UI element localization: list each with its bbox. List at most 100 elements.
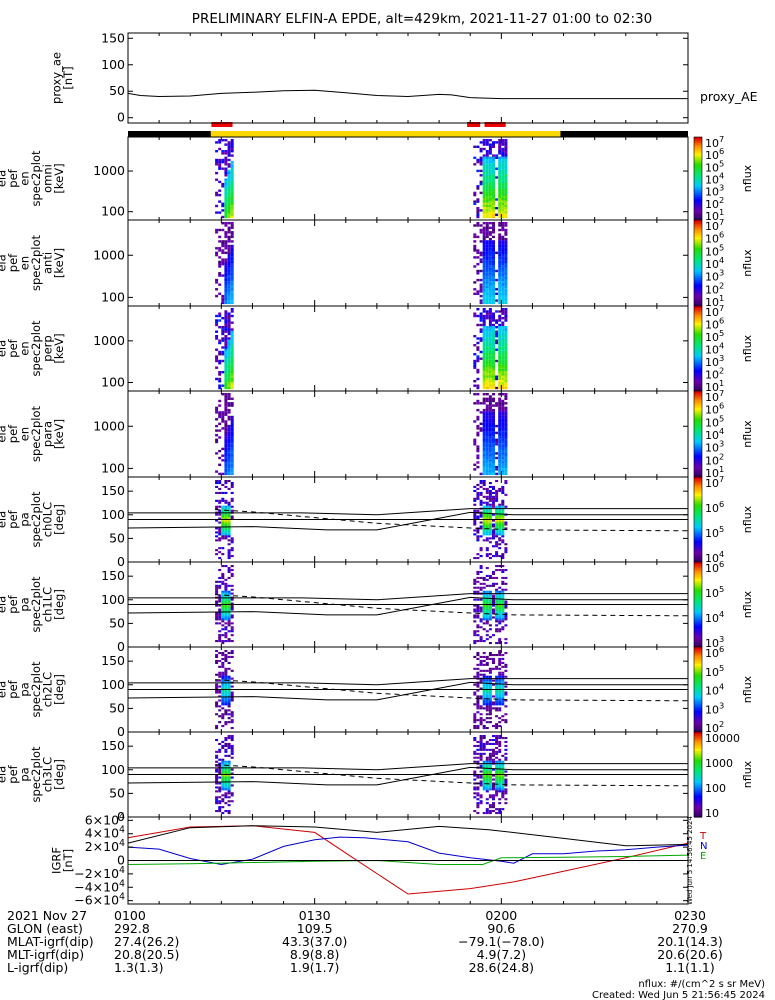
spectrogram-cell: [485, 152, 489, 155]
spectrogram-cell: [218, 422, 222, 425]
spectrogram-cell: [224, 592, 228, 595]
spectrogram-cell: [485, 661, 489, 664]
spectrogram-cell: [476, 431, 480, 435]
spectrogram-cell: [504, 576, 508, 579]
spectrogram-cell: [227, 328, 231, 331]
colorbar-cell: [694, 780, 702, 784]
spectrogram-cell: [498, 431, 502, 435]
spectrogram-cell: [492, 244, 495, 248]
spectrogram-cell: [230, 163, 234, 166]
spectrogram-cell: [492, 235, 495, 239]
spectrogram-cell: [488, 377, 492, 381]
spectrogram-cell: [215, 251, 219, 254]
spectrogram-cell: [479, 746, 483, 749]
spectrogram-cell: [218, 513, 222, 516]
spectrogram-cell: [221, 472, 225, 476]
colorbar-cell: [694, 374, 702, 377]
line-layer: [127, 89, 689, 895]
colorbar-cell: [694, 474, 702, 478]
spectrogram-cell: [218, 505, 222, 508]
spectrogram-cell: [224, 163, 228, 166]
spectrogram-cell: [227, 618, 231, 621]
spectrogram-cell: [482, 465, 486, 469]
spectrogram-cell: [221, 152, 225, 155]
spectrogram-cell: [227, 620, 231, 623]
spectrogram-cell: [498, 143, 502, 146]
spectrogram-cell: [473, 717, 477, 720]
spectrogram-cell: [504, 472, 508, 476]
spectrogram-cell: [230, 800, 234, 803]
spectrogram-cell: [492, 292, 495, 295]
spectrogram-cell: [476, 695, 480, 698]
spectrogram-cell: [498, 341, 502, 345]
spectrogram-cell: [488, 683, 492, 686]
spectrogram-cell: [501, 489, 505, 492]
spectrogram-cell: [215, 650, 219, 653]
spectrogram-cell: [482, 176, 486, 179]
spectrogram-cell: [473, 693, 477, 696]
spectrogram-cell: [224, 459, 228, 462]
spectrogram-cell: [498, 145, 502, 148]
spectrogram-cell: [501, 174, 505, 177]
spectrogram-cell: [473, 719, 477, 722]
spectrogram-cell: [501, 511, 505, 514]
spectrogram-omni: [215, 139, 508, 219]
spectrogram-cell: [476, 359, 480, 363]
colorbar-cell: [694, 421, 702, 424]
spectrogram-cell: [504, 748, 508, 751]
spectrogram-cell: [495, 519, 499, 522]
spectrogram-cell: [495, 339, 499, 342]
footer-glon: 292.8: [114, 921, 150, 936]
spectrogram-cell: [488, 495, 492, 498]
spectrogram-cell: [501, 139, 505, 142]
colorbar-omni: [693, 136, 703, 221]
spectrogram-cell: [230, 427, 234, 430]
spectrogram-cell: [492, 323, 495, 327]
spectrogram-cell: [488, 202, 492, 205]
spectrogram-cell: [221, 691, 225, 694]
spectrogram-cell: [218, 380, 222, 383]
spectrogram-cell: [473, 499, 477, 502]
spectrogram-cell: [495, 176, 499, 179]
spectrogram-cell: [221, 447, 225, 451]
spectrogram-cell: [488, 176, 492, 179]
spectrogram-cell: [221, 491, 225, 494]
spectrogram-cell: [482, 346, 486, 349]
spectrogram-cell: [218, 600, 222, 603]
spectrogram-cell: [492, 657, 495, 660]
spectrogram-cell: [227, 699, 231, 702]
spectrogram-cell: [498, 657, 502, 660]
spectrogram-cell: [504, 341, 508, 345]
spectrogram-cell: [482, 663, 486, 666]
colorbar-cell: [694, 220, 702, 223]
spectrogram-cell: [227, 810, 231, 813]
spectrogram-cell: [482, 189, 486, 192]
spectrogram-cell: [488, 447, 492, 451]
spectrogram-cell: [224, 774, 228, 777]
spectrogram-cell: [224, 422, 228, 425]
colorbar-label: 105: [705, 524, 724, 540]
spectrogram-cell: [479, 673, 483, 676]
spectrogram-cell: [227, 191, 231, 195]
y-tick-label: 4×104: [85, 825, 125, 841]
colorbar-cell: [694, 308, 702, 311]
spectrogram-cell: [488, 482, 492, 485]
spectrogram-cell: [485, 531, 489, 534]
spectrogram-cell: [221, 774, 225, 777]
spectrogram-cell: [501, 202, 505, 205]
spectrogram-cell: [498, 527, 502, 530]
spectrogram-cell: [488, 260, 492, 264]
spectrogram-cell: [230, 377, 234, 381]
spectrogram-cell: [215, 281, 219, 284]
spectrogram-cell: [501, 330, 505, 333]
spectrogram-cell: [498, 160, 502, 164]
spectrogram-cell: [482, 368, 486, 372]
colorbar-cell: [694, 621, 702, 625]
spectrogram-cell: [488, 301, 492, 305]
spectrogram-cell: [473, 497, 477, 500]
spectrogram-cell: [476, 671, 480, 674]
spectrogram-cell: [498, 620, 502, 623]
spectrogram-cell: [498, 509, 502, 512]
spectrogram-cell: [230, 614, 234, 617]
spectrogram-cell: [501, 323, 505, 327]
